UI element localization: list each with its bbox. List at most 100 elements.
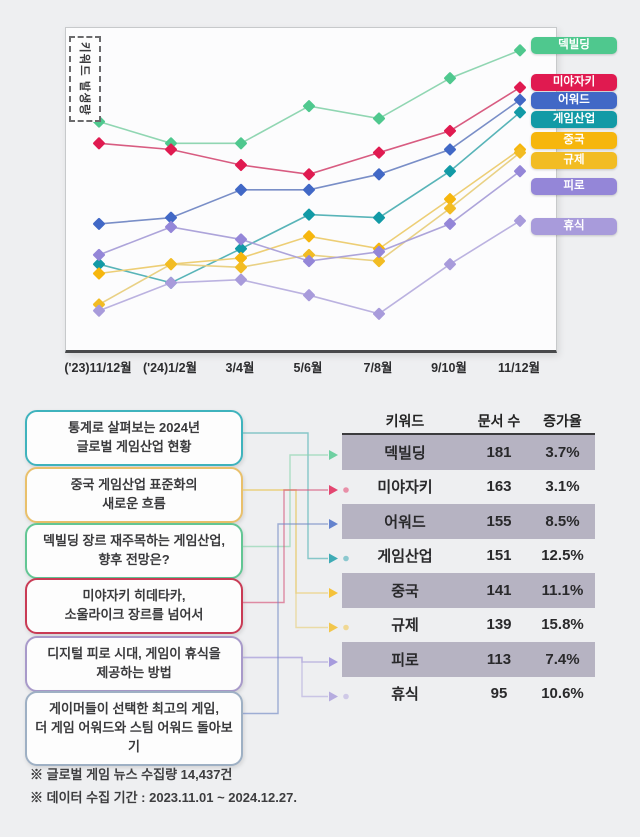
y-axis-label: 키워드 발생량 <box>78 42 90 116</box>
growth-rate-cell: 8.5% <box>545 512 580 530</box>
footnote-collection-period: ※ 데이터 수집 기간 : 2023.11.01 ~ 2024.12.27. <box>30 790 297 805</box>
x-tick-label: ('24)1/2월 <box>142 361 198 375</box>
chart-marker <box>234 251 248 265</box>
connector-line-규제 <box>243 489 328 629</box>
legend-item-게임산업: 게임산업 <box>531 111 617 128</box>
chart-marker <box>443 143 457 156</box>
chart-marker <box>443 193 457 206</box>
row-arrow-icon-중국 <box>329 588 338 598</box>
growth-rate-cell: 3.7% <box>545 443 580 461</box>
chart-marker <box>513 165 527 178</box>
row-dot-icon <box>343 624 349 631</box>
x-tick-label: 3/4월 <box>225 361 255 375</box>
chart-marker <box>302 100 316 113</box>
connector-line-게임산업 <box>243 432 328 560</box>
keyword-cell: 피로 <box>391 651 419 669</box>
legend-item-피로: 피로 <box>531 178 617 195</box>
row-arrow-icon-피로 <box>329 657 338 667</box>
doc-count-cell: 181 <box>486 443 512 461</box>
legend-item-규제: 규제 <box>531 152 617 169</box>
x-tick-label: 9/10월 <box>431 361 467 375</box>
chart-marker <box>92 137 106 150</box>
chart-marker <box>443 72 457 85</box>
connector-line-미야자키 <box>243 489 328 604</box>
table-row-중국: 중국 141 11.1% <box>342 573 595 608</box>
chart-marker <box>164 220 178 234</box>
chart-marker <box>92 258 106 271</box>
chart-marker <box>443 124 457 137</box>
chart-marker <box>234 261 248 274</box>
trend-chart-card <box>65 27 557 353</box>
doc-count-cell: 113 <box>486 650 512 668</box>
table-row-휴식: 휴식 95 10.6% <box>342 677 595 712</box>
callout-box-1: 통계로 살펴보는 2024년 글로벌 게임산업 현황 <box>25 410 243 466</box>
keyword-cell: 휴식 <box>391 686 419 704</box>
callout-box-4: 미야자키 히데타카, 소울라이크 장르를 넘어서 <box>25 578 243 634</box>
row-dot-icon <box>343 693 349 700</box>
chart-marker <box>372 168 386 181</box>
chart-marker <box>302 230 316 243</box>
keyword-cell: 규제 <box>391 617 419 635</box>
table-row-덱빌딩: 덱빌딩 181 3.7% <box>342 435 595 470</box>
keyword-cell: 어워드 <box>384 513 426 531</box>
footnote-collection-volume: ※ 글로벌 게임 뉴스 수집량 14,437건 <box>30 767 233 782</box>
chart-line-덱빌딩 <box>98 49 521 145</box>
x-tick-label: 11/12월 <box>497 361 541 375</box>
chart-marker <box>234 137 248 150</box>
chart-marker <box>302 183 316 196</box>
chart-marker <box>513 106 527 119</box>
table-header-cell: 문서 수 <box>477 412 521 429</box>
legend-item-미야자키: 미야자키 <box>531 74 617 91</box>
callout-text-line: 더 게임 어워드와 스팀 어워드 돌아보기 <box>35 719 233 754</box>
table-row-어워드: 어워드 155 8.5% <box>342 504 595 539</box>
doc-count-cell: 151 <box>486 547 512 565</box>
row-arrow-icon-덱빌딩 <box>329 450 338 460</box>
row-arrow-icon-규제 <box>329 622 338 633</box>
table-header-cell: 키워드 <box>385 412 425 429</box>
growth-rate-cell: 7.4% <box>545 650 580 668</box>
callout-box-5: 디지털 피로 시대, 게임이 휴식을 제공하는 방법 <box>25 636 243 692</box>
chart-marker <box>234 233 248 246</box>
chart-marker <box>372 245 386 258</box>
callout-box-2: 중국 게임산업 표준화의 새로운 흐름 <box>25 467 243 523</box>
chart-marker <box>302 289 316 302</box>
row-arrow-icon-어워드 <box>329 519 338 529</box>
growth-rate-cell: 15.8% <box>541 616 584 634</box>
chart-marker <box>372 255 386 268</box>
keyword-cell: 중국 <box>391 582 419 600</box>
growth-rate-cell: 12.5% <box>541 547 584 565</box>
chart-marker <box>443 258 457 271</box>
connector-line-중국 <box>243 489 328 594</box>
chart-line-어워드 <box>98 99 521 225</box>
chart-marker <box>513 44 527 57</box>
growth-rate-cell: 3.1% <box>545 478 580 496</box>
callout-text-line: 미야자키 히데타카, <box>82 588 186 603</box>
doc-count-cell: 163 <box>486 478 512 496</box>
chart-marker <box>443 217 457 230</box>
chart-marker <box>164 143 178 156</box>
chart-marker <box>443 202 457 215</box>
growth-rate-cell: 10.6% <box>541 685 584 703</box>
chart-marker <box>164 258 178 271</box>
chart-marker <box>234 273 248 286</box>
chart-marker <box>513 81 527 94</box>
chart-marker <box>302 255 316 268</box>
y-axis-label-box: 키워드 발생량 <box>69 36 101 122</box>
connector-line-덱빌딩 <box>243 454 328 548</box>
doc-count-cell: 141 <box>486 581 512 599</box>
callout-text-line: 새로운 흐름 <box>102 495 166 511</box>
growth-rate-cell: 11.1% <box>541 581 584 599</box>
callout-text-line: 디지털 피로 시대, 게임이 휴식을 <box>47 646 221 661</box>
chart-marker <box>92 267 106 280</box>
doc-count-cell: 95 <box>490 685 508 703</box>
chart-marker <box>234 242 248 255</box>
chart-marker <box>164 276 178 289</box>
trend-line-chart <box>92 44 527 320</box>
x-tick-label: 7/8월 <box>363 361 393 375</box>
keyword-cell: 덱빌딩 <box>384 444 426 462</box>
row-dot-icon <box>343 555 349 562</box>
callout-text-line: 소울라이크 장르를 넘어서 <box>64 606 204 622</box>
callout-box-3: 덱빌딩 장르 재주목하는 게임산업, 향후 전망은? <box>25 523 243 579</box>
keyword-table: 키워드 문서 수 증가율 덱빌딩 181 3.7% 미야자키 163 3.1% 어워드 155 8.… <box>342 408 595 711</box>
chart-marker <box>372 146 386 159</box>
